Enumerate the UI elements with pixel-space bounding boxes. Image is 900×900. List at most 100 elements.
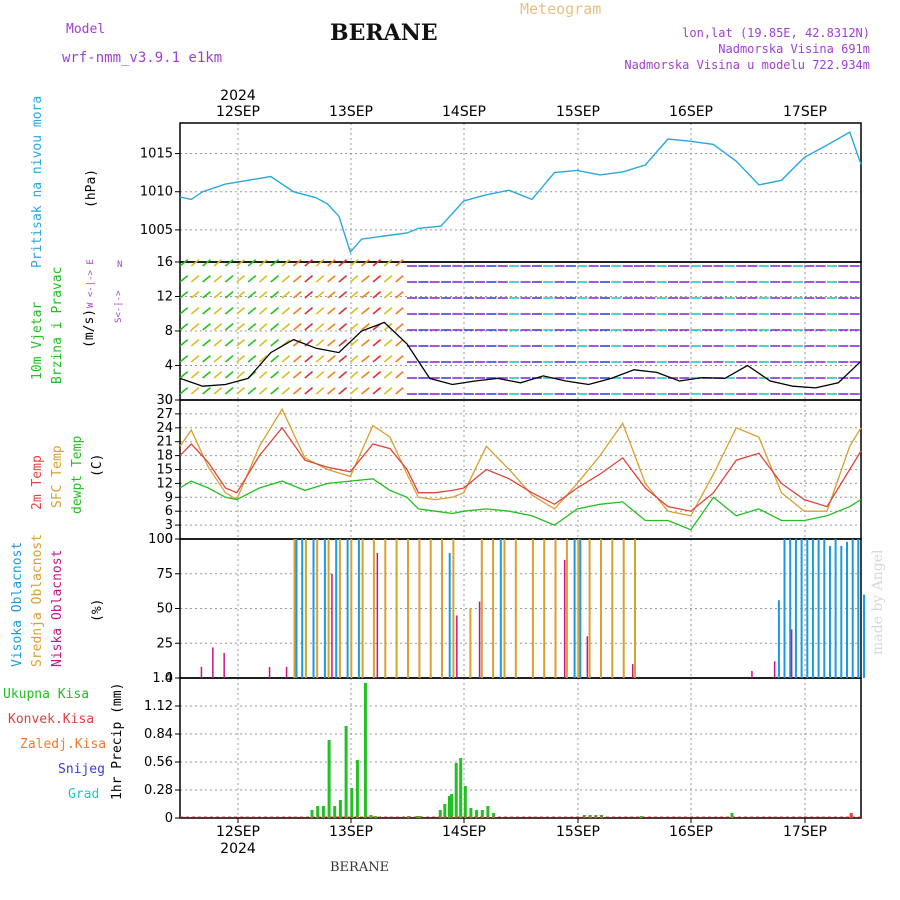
mid-cloud-bar [588,539,591,678]
y-tick-label: 1005 [140,223,173,238]
y-tick-label: 25 [156,636,173,651]
wind-arrow [224,370,234,379]
mid-cloud-bar [327,539,330,678]
cloud-label-2: Srednja Oblacnost [30,533,45,667]
wind-arrow [315,354,325,363]
low-cloud-bar [268,666,271,678]
y-tick-label: 0 [165,393,173,408]
low-cloud-bar [223,653,225,678]
mid-cloud-bar [361,539,364,678]
y-tick-label: 1.4 [152,671,173,686]
y-tick-label: 27 [156,407,173,422]
total-precip-bar [492,813,496,818]
compass-s: S<-|-> [114,290,124,323]
y-tick-label: 50 [156,602,173,617]
mid-cloud-bar [441,539,443,678]
wind-arrow [190,306,200,315]
mid-cloud-bar [622,539,625,678]
wind-arrow [395,354,404,363]
wind-arrow [258,370,268,379]
wind-arrow [327,338,336,347]
wind-arrow [338,354,348,363]
high-cloud-bar [851,539,854,678]
mid-cloud-bar [316,539,319,678]
total-precip-bar [639,816,643,818]
mid-cloud-bar [554,539,557,678]
mid-cloud-bar [480,539,483,678]
total-precip-bar [316,806,320,818]
wind-arrow [202,274,211,283]
wind-arrow [292,338,302,347]
wind-arrow [213,306,223,315]
wind-arrow [224,274,234,283]
wind-arrow [372,306,382,315]
bottom-day-label: 17SEP [783,824,827,840]
wind-arrow [224,290,234,299]
wind-arrow [224,354,234,363]
wind-arrow [179,306,189,315]
wind-arrow [236,338,245,347]
wind-arrow [395,338,404,347]
wind-arrow [361,370,370,379]
wind-arrow [327,258,336,267]
top-day-label: 14SEP [442,104,486,120]
wind-arrow [190,274,200,283]
wind-arrow [281,258,291,267]
wind-arrow [338,386,348,395]
wind-arrow [270,274,280,283]
wind-arrow [315,258,325,267]
wind-arrow [372,290,382,299]
precip-legend-frozen: Zaledj.Kisa [20,737,107,752]
wind-arrow [258,258,268,267]
wind-arrow [202,338,211,347]
y-tick-label: 6 [165,504,173,519]
wind-arrow [202,258,211,267]
wind-arrow [304,306,314,315]
y-tick-label: 0 [165,671,173,686]
wind-arrow [202,370,211,379]
wind-arrow [281,370,291,379]
high-cloud-bar [800,539,803,678]
temp-2m-line [179,426,862,512]
cloud-label-3: Niska Oblacnost [50,549,65,667]
y-tick-label: 0 [165,811,173,826]
mid-cloud-bar [514,539,517,678]
temp-label-1: 2m Temp [30,455,45,510]
mid-cloud-bar [350,539,353,678]
low-cloud-bar [586,636,589,678]
y-tick-label: 75 [156,567,173,582]
wind-arrow [179,290,189,299]
bottom-day-label: 13SEP [329,824,373,840]
bottom-day-label: 14SEP [442,824,486,840]
temp-unit: (C) [90,453,105,477]
footer-title: BERANE [330,860,390,875]
wind-arrow [213,322,223,331]
lonlat-text: lon,lat (19.85E, 42.8312N) [682,26,870,40]
high-cloud-bar [295,539,298,678]
wind-arrow [315,290,325,299]
bottom-day-label: 15SEP [556,824,600,840]
high-cloud-bar [829,546,831,678]
wind-arrow [292,258,302,267]
mid-cloud-bar [372,539,375,678]
wind-arrow [315,274,325,283]
mid-cloud-bar [384,539,387,678]
total-precip-bar [416,816,420,818]
wind-arrow [247,354,257,363]
total-precip-bar [454,763,458,818]
wind-arrow [179,258,189,267]
total-precip-bar [369,815,373,818]
y-tick-label: 1.12 [144,699,173,714]
wind-arrow [304,258,314,267]
wind-arrow [315,306,325,315]
wind-arrow [327,370,336,379]
high-cloud-bar [301,539,304,678]
high-cloud-bar [573,539,576,678]
temp-label-2: SFC Temp [50,445,65,508]
high-cloud-bar [579,539,582,678]
wind-arrow [190,338,200,347]
wind-arrow [236,258,245,267]
high-cloud-bar [840,546,843,678]
wind-arrow [190,354,200,363]
wind-arrow [395,322,404,331]
